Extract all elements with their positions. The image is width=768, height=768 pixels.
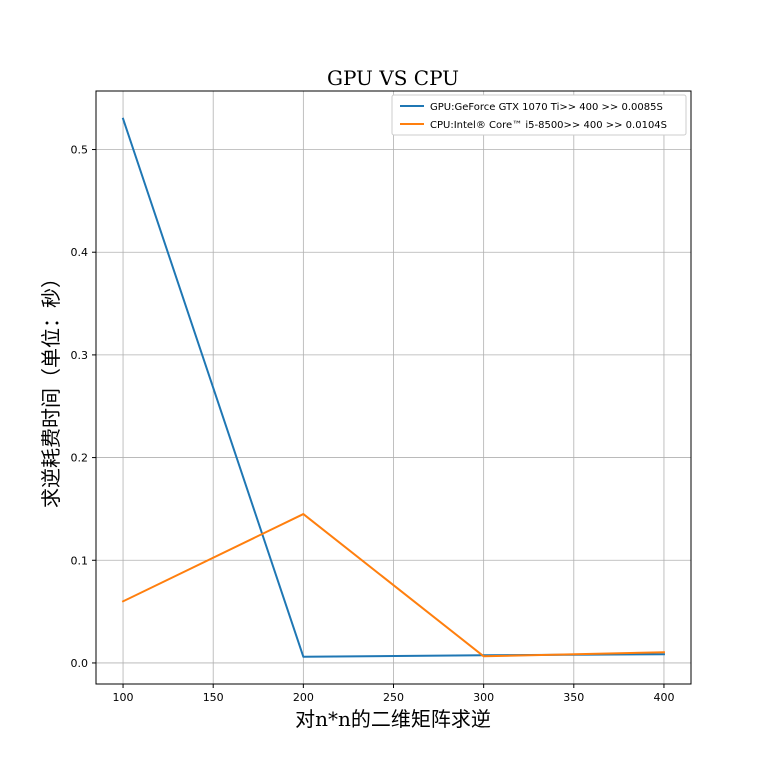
chart-title: GPU VS CPU: [327, 66, 459, 90]
y-tick-label-2: 0.2: [71, 452, 89, 465]
x-tick-label-150: 150: [203, 691, 224, 704]
legend-label-gpu: GPU:GeForce GTX 1070 Ti>> 400 >> 0.0085S: [430, 102, 663, 113]
grid-layer: [96, 91, 691, 684]
ticks-layer: 100 150 200 250 300 350 400 0.0 0.1 0.2 0.3 0.4 0.5: [71, 144, 675, 704]
y-tick-label-1: 0.1: [71, 554, 89, 567]
x-tick-label-350: 350: [563, 691, 584, 704]
y-tick-label-3: 0.3: [71, 349, 89, 362]
x-tick-label-100: 100: [113, 691, 134, 704]
y-tick-label-4: 0.4: [71, 246, 89, 259]
series-line-cpu: [121, 513, 665, 658]
x-tick-label-400: 400: [653, 691, 674, 704]
y-tick-label-0: 0.0: [71, 657, 89, 670]
x-tick-label-300: 300: [473, 691, 494, 704]
legend-label-cpu: CPU:Intel® Core™ i5-8500>> 400 >> 0.0104…: [430, 120, 667, 131]
x-tick-label-250: 250: [383, 691, 404, 704]
x-axis-label: 对n*n的二维矩阵求逆: [295, 707, 491, 731]
legend: GPU:GeForce GTX 1070 Ti>> 400 >> 0.0085S…: [391, 94, 687, 136]
legend-box: [391, 94, 687, 136]
series-layer: [121, 117, 665, 658]
y-tick-label-5: 0.5: [71, 144, 89, 157]
x-tick-label-200: 200: [293, 691, 314, 704]
y-axis-label: 求逆耗费时间（单位：秒）: [39, 268, 63, 508]
